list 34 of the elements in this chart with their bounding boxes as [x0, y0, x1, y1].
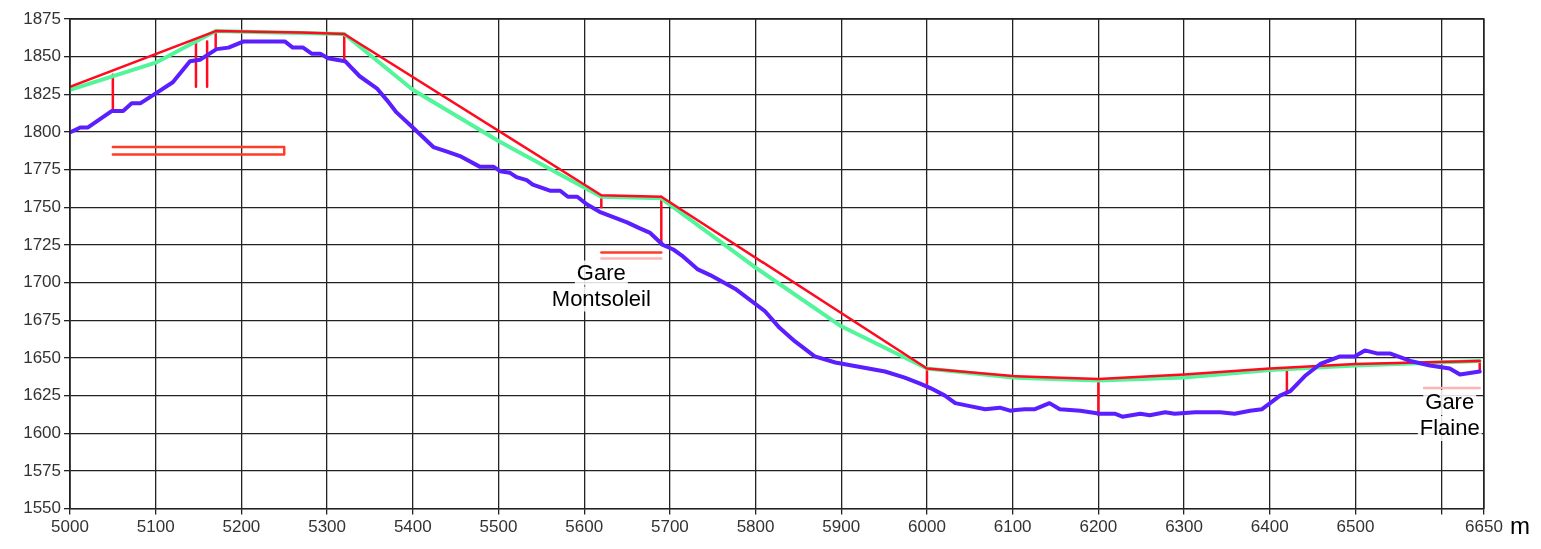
- y-tick-label: 1700: [23, 272, 61, 292]
- x-tick-label: 6100: [993, 517, 1032, 537]
- x-tick-label: 5700: [650, 517, 689, 537]
- y-tick-label: 1725: [23, 234, 61, 254]
- y-tick-label: 1675: [23, 309, 61, 329]
- y-tick-label: 1875: [23, 8, 61, 28]
- y-tick-label: 1650: [23, 347, 61, 367]
- y-tick-label: 1750: [23, 197, 61, 216]
- x-tick-label: 6200: [1079, 517, 1118, 537]
- annotation: Gare Montsoleil: [551, 259, 651, 311]
- y-tick-label: 1775: [23, 159, 61, 179]
- x-tick-label: 5600: [565, 517, 604, 537]
- x-tick-label: 5900: [822, 517, 861, 537]
- x-tick-label: 6500: [1336, 517, 1375, 537]
- x-tick-label: 5300: [308, 517, 346, 537]
- y-tick-label: 1850: [23, 46, 61, 66]
- annotation: Gare Flaine: [1419, 389, 1480, 441]
- y-tick-label: 1575: [23, 460, 61, 480]
- x-tick-label: 6000: [908, 517, 946, 537]
- x-tick-label: 6400: [1250, 517, 1289, 537]
- x-tick-label: 5100: [136, 517, 175, 537]
- x-tick-label: 5800: [736, 517, 775, 537]
- y-tick-label: 1800: [23, 121, 61, 141]
- y-tick-label: 1825: [23, 84, 61, 104]
- x-axis-title: m: [1510, 511, 1530, 539]
- y-tick-label: 1550: [23, 498, 61, 518]
- x-tick-label: 5400: [393, 517, 432, 537]
- x-tick-label: 5200: [222, 517, 261, 537]
- x-tick-label: 5500: [479, 517, 518, 537]
- x-tick-label: 6650: [1465, 517, 1503, 537]
- y-tick-label: 1600: [23, 422, 61, 442]
- x-tick-label: 6300: [1165, 517, 1203, 537]
- x-tick-label: 5000: [51, 517, 89, 537]
- y-tick-label: 1625: [23, 385, 61, 405]
